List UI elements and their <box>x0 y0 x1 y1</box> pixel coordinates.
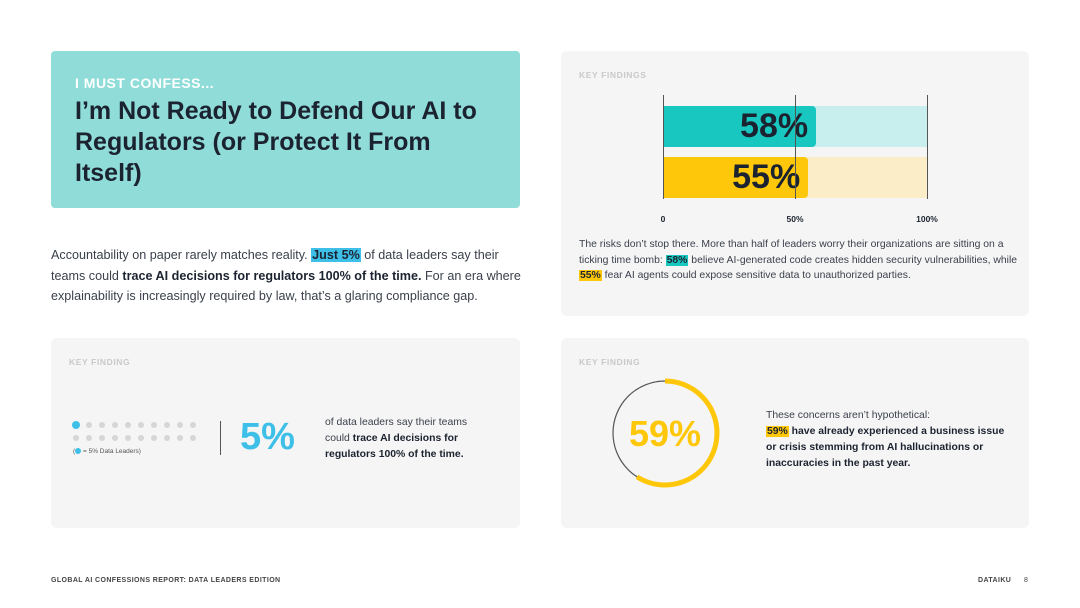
desc-text: fear AI agents could expose sensitive da… <box>601 270 911 281</box>
bar-value-label: 55% <box>732 158 801 196</box>
page-number: 8 <box>1024 577 1028 584</box>
bar-value-label: 58% <box>740 107 809 145</box>
dot <box>164 435 170 441</box>
intro-bold: trace AI decisions for regulators 100% o… <box>122 268 422 283</box>
big-stat-5: 5% <box>240 416 295 458</box>
key-finding-59-card: KEY FINDING 59% These concerns aren’t hy… <box>561 338 1029 528</box>
card-label: KEY FINDING <box>69 357 131 367</box>
card-label: KEY FINDINGS <box>579 70 647 80</box>
donut-value: 59% <box>629 413 701 454</box>
stat-bold: trace AI decisions for regulators 100% o… <box>325 433 464 460</box>
dot <box>86 422 92 428</box>
dot <box>190 422 196 428</box>
dot <box>138 422 144 428</box>
dot <box>99 435 105 441</box>
footer-brand: DATAIKU <box>978 577 1012 584</box>
donut-arc <box>610 378 720 488</box>
divider <box>220 421 221 455</box>
dot <box>125 422 131 428</box>
tick-label: 50% <box>786 214 804 224</box>
stat-plain: of data leaders say their teams could <box>325 417 468 444</box>
dot <box>125 435 131 441</box>
footer-report-title: GLOBAL AI CONFESSIONS REPORT: DATA LEADE… <box>51 577 281 584</box>
dot-legend: ( = 5% Data Leaders) <box>73 448 141 455</box>
tick-label: 100% <box>916 214 938 224</box>
intro-text: of data leaders say their teams could <box>51 248 499 283</box>
intro-text: For an era where explainability is incre… <box>51 268 521 304</box>
findings-description: The risks don’t stop there. More than ha… <box>579 237 1019 284</box>
gridline <box>663 95 664 199</box>
stat-text-5: of data leaders say their teams could tr… <box>325 415 485 463</box>
gridline <box>927 95 928 199</box>
desc-text: The risks don’t stop there. More than ha… <box>579 239 1004 266</box>
tick-label: 0 <box>660 214 666 224</box>
dot <box>73 435 79 441</box>
dot <box>151 422 157 428</box>
intro-highlight: Just 5% <box>311 248 361 262</box>
dot <box>190 435 196 441</box>
dot <box>177 435 183 441</box>
hero-card: I MUST CONFESS... I’m Not Ready to Defen… <box>51 51 520 208</box>
dot <box>138 435 144 441</box>
intro-text: Accountability on paper rarely matches r… <box>51 248 312 262</box>
desc-text: believe AI-generated code creates hidden… <box>688 254 1018 266</box>
dot <box>86 435 92 441</box>
stat-bold: have already experienced a business issu… <box>766 426 1005 469</box>
dot <box>177 422 183 428</box>
dot <box>164 422 170 428</box>
hero-title: I’m Not Ready to Defend Our AI to Regula… <box>75 97 477 187</box>
card-label: KEY FINDING <box>579 357 641 367</box>
dot-highlighted <box>72 421 80 429</box>
key-findings-card: KEY FINDINGS 58% 55% 0 50% 100% The risks do… <box>561 51 1029 316</box>
dot <box>112 435 118 441</box>
stat-highlight: 59% <box>766 426 789 437</box>
desc-highlight-55: 55% <box>579 270 602 281</box>
legend-dot-icon <box>75 448 82 455</box>
desc-highlight-58: 58% <box>665 254 689 266</box>
key-finding-5-card: KEY FINDING ( = 5% Data Leaders) 5% of d… <box>51 338 520 528</box>
intro-paragraph: Accountability on paper rarely matches r… <box>51 245 521 307</box>
donut-chart: 59% <box>609 377 721 489</box>
bar <box>663 106 817 147</box>
bar-chart: 58% 55% 0 50% 100% <box>561 51 1029 231</box>
legend-text: = 5% Data Leaders) <box>81 448 141 455</box>
dot <box>112 422 118 428</box>
legend-paren: ( <box>73 448 76 455</box>
bar <box>663 157 809 198</box>
hero-eyebrow: I MUST CONFESS... <box>75 75 215 91</box>
stat-text-59: These concerns aren’t hypothetical: 59% h… <box>766 408 1016 472</box>
dot <box>99 422 105 428</box>
stat-intro: These concerns aren’t hypothetical: <box>766 410 931 421</box>
dot <box>151 435 157 441</box>
gridline <box>795 95 796 199</box>
